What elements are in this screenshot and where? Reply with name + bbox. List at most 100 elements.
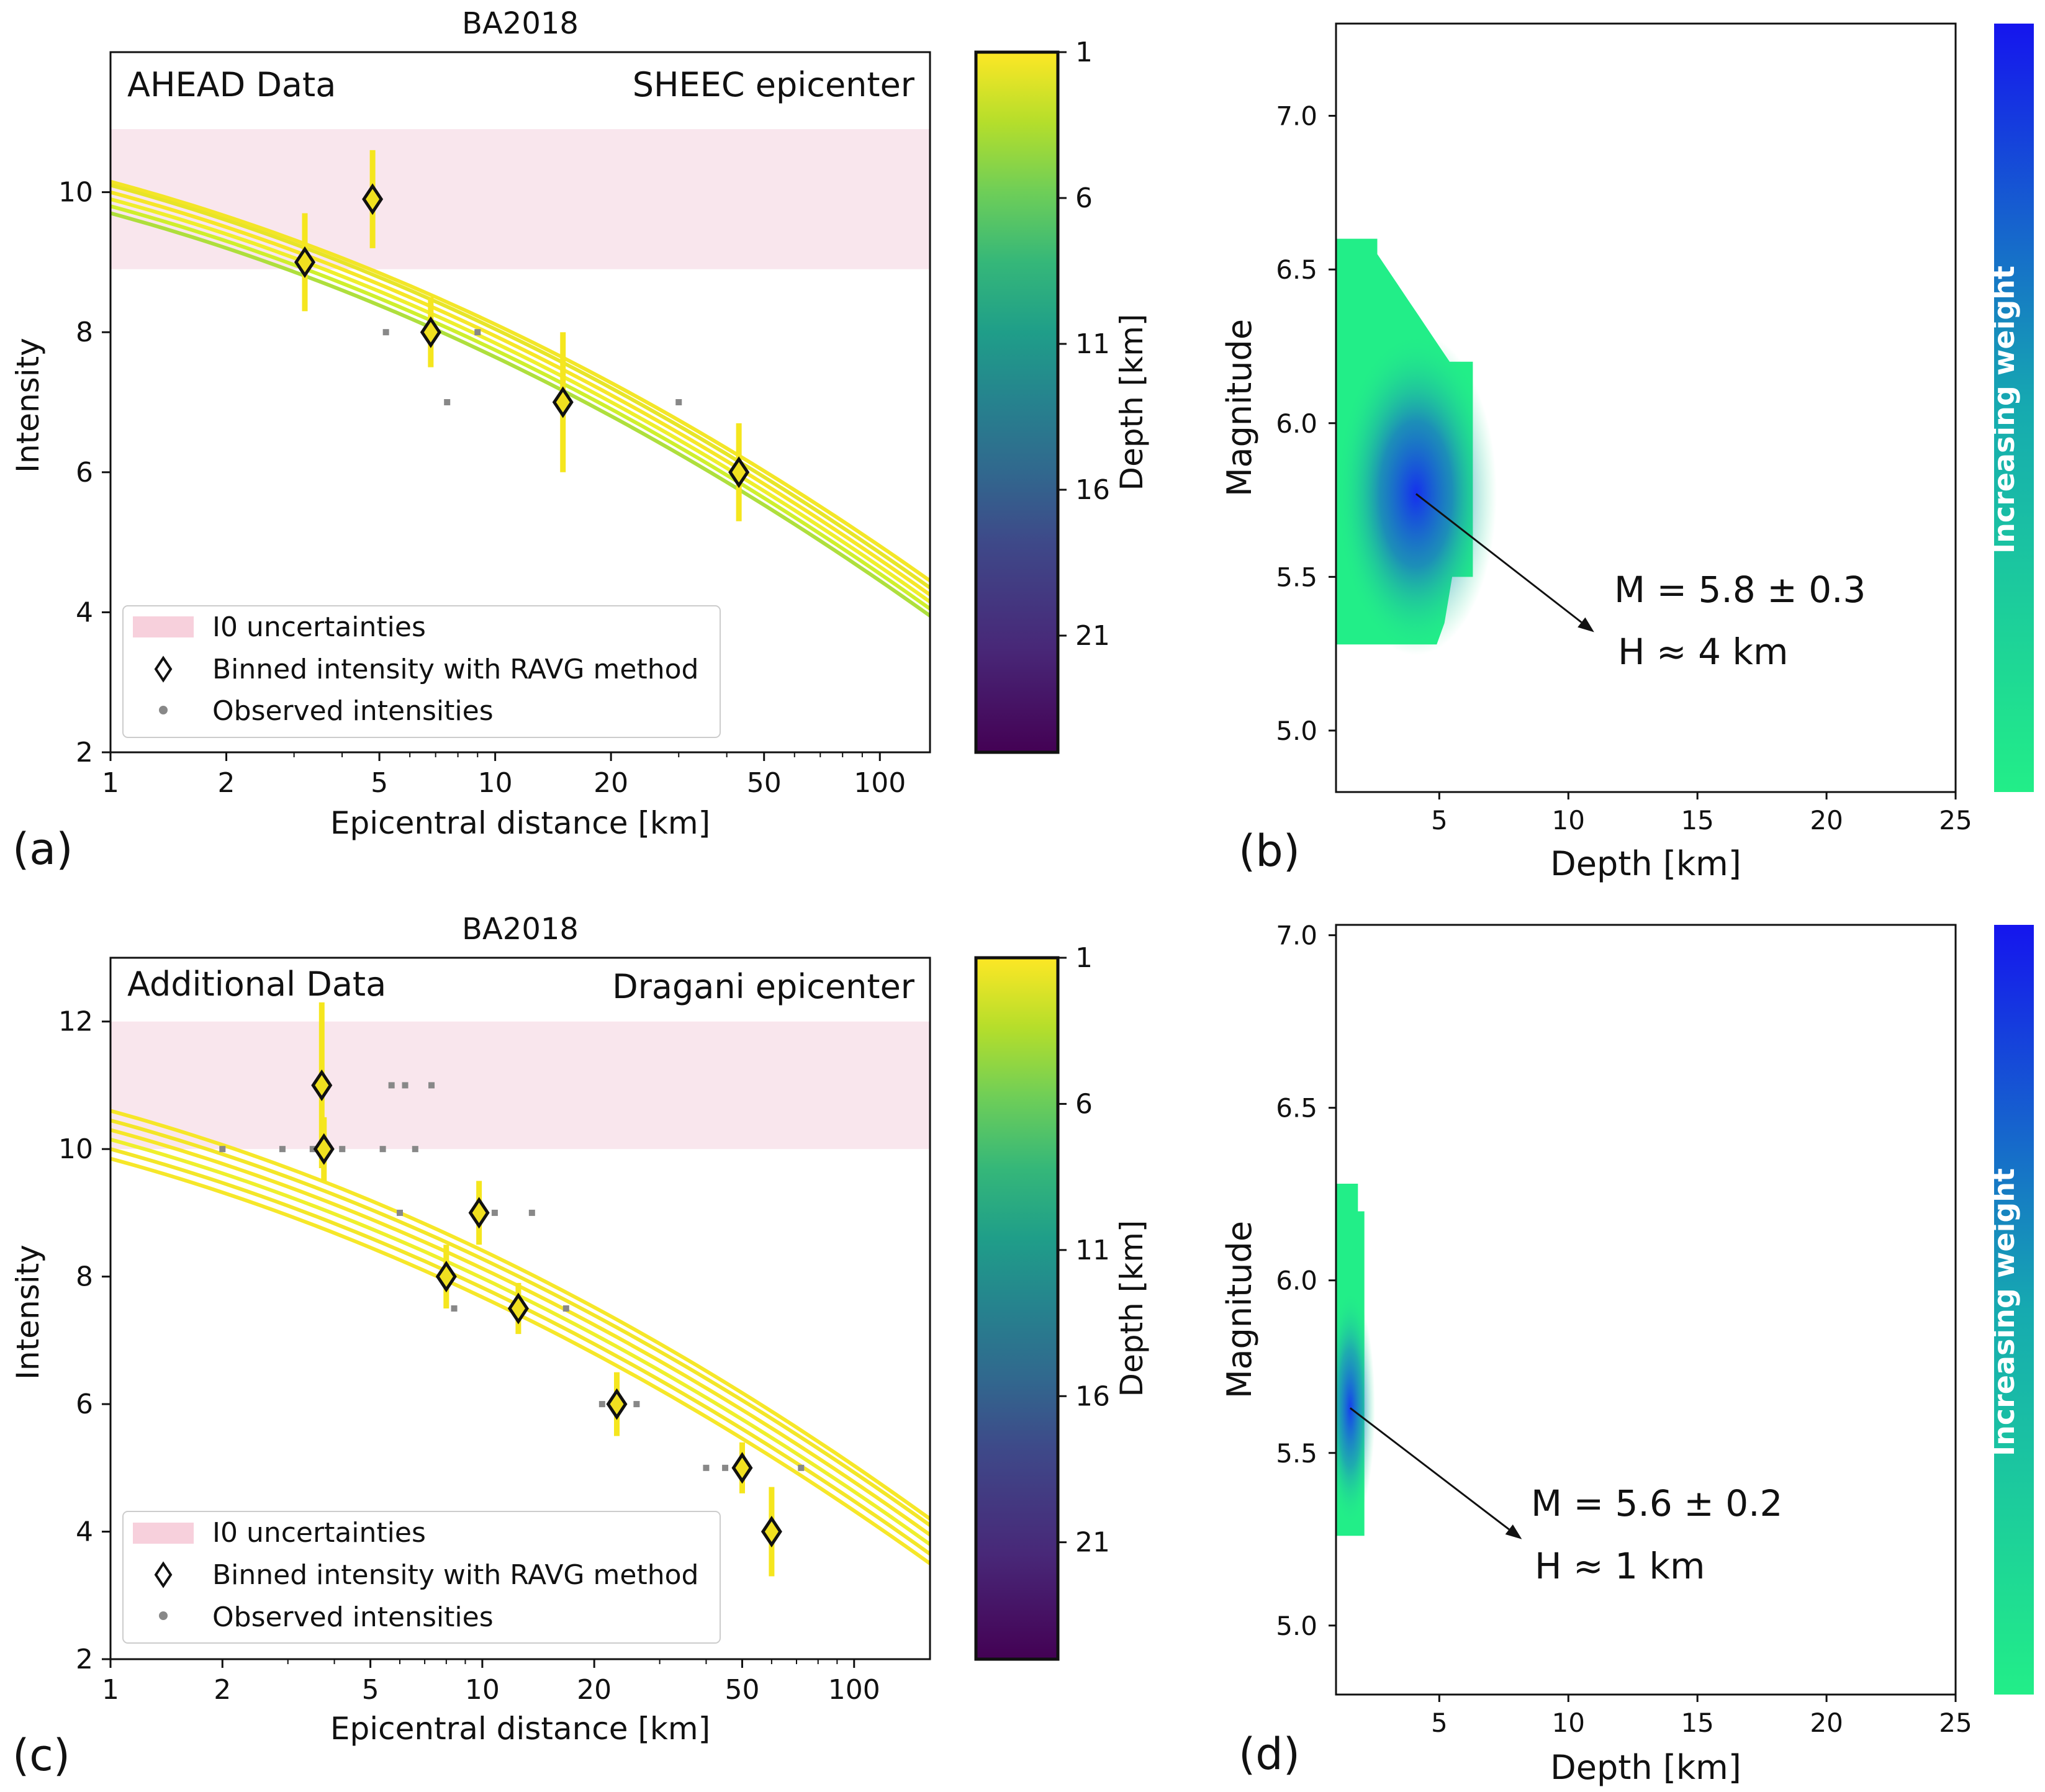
- c-fit-curve-4: [111, 1119, 930, 1527]
- panel-c-plot-area: [111, 1002, 930, 1577]
- panel-b-colorbar-fill: [1994, 24, 2034, 792]
- panel-b-axes-frame: [1335, 22, 1957, 793]
- a-observed-point-3: [675, 399, 682, 405]
- c-binned-diamond-3: [468, 1197, 490, 1229]
- panel-a-plot-area: [111, 129, 930, 618]
- c-xtick-label-5: 50: [725, 1674, 759, 1706]
- panel-d-arrowhead: [1505, 1524, 1522, 1539]
- panel-d-arrow: [1349, 1407, 1510, 1531]
- c-observed-point-3: [339, 1146, 346, 1153]
- a-observed-point-1: [444, 399, 451, 405]
- c-binned-diamond-1: [313, 1133, 335, 1165]
- a-ytick-label-3: 8: [76, 317, 93, 348]
- a-binned-point-4: [728, 423, 750, 521]
- c-xtick-label-3: 10: [465, 1674, 500, 1706]
- a-fit-curve-5: [111, 179, 930, 583]
- panel-a-legend-band-swatch: [133, 616, 194, 637]
- b-ytick-label-1: 5.5: [1276, 562, 1317, 592]
- panel-b-plot-area: [1336, 238, 1497, 655]
- c-cbtick-label-2: 11: [1075, 1235, 1110, 1266]
- c-observed-point-13: [562, 1305, 569, 1312]
- panel-a-binned-points: [294, 150, 750, 521]
- d-xtick-label-3: 20: [1810, 1708, 1843, 1738]
- c-observed-point-2: [309, 1146, 316, 1153]
- c-binned-point-7: [761, 1487, 782, 1577]
- panel-b-colorbar-label: Increasing weight: [1987, 266, 2021, 554]
- b-ytick-label-4: 7.0: [1276, 101, 1317, 132]
- c-ytick-label-0: 2: [76, 1644, 93, 1675]
- a-xtick-label-0: 1: [102, 767, 119, 799]
- d-ytick-label-0: 5.0: [1276, 1611, 1317, 1641]
- a-ytick-label-4: 10: [58, 177, 93, 209]
- panel-a-axes-frame: [109, 51, 931, 754]
- c-fit-curve-5: [111, 1109, 930, 1521]
- panel-d-y-ticks: 5.0 5.5 6.0 6.5 7.0: [1276, 921, 1336, 1641]
- panel-a-colorbar-label: Depth [km]: [1114, 314, 1150, 491]
- panel-c-colorbar-label: Depth [km]: [1114, 1220, 1150, 1397]
- a-xtick-label-2: 5: [371, 767, 388, 799]
- panel-c-legend-band-swatch: [133, 1523, 194, 1544]
- panel-a-corner-left: AHEAD Data: [127, 65, 336, 104]
- c-xtick-label-1: 2: [214, 1674, 231, 1706]
- b-xtick-label-2: 15: [1681, 805, 1713, 835]
- c-binned-diamond-2: [435, 1261, 457, 1293]
- a-binned-diamond-3: [552, 386, 574, 418]
- panel-a-x-ticks: 1 2 5 10 20 50 100: [102, 752, 906, 799]
- c-ytick-label-2: 6: [76, 1389, 93, 1420]
- panel-d-colorbar: Increasing weight: [1987, 925, 2034, 1695]
- d-ytick-label-3: 6.5: [1276, 1093, 1317, 1123]
- a-binned-point-1: [362, 150, 384, 248]
- c-observed-point-17: [722, 1464, 729, 1471]
- a-fit-curve-1: [111, 204, 930, 611]
- a-observed-point-0: [382, 329, 389, 336]
- c-binned-point-2: [435, 1245, 457, 1308]
- panel-a-title: BA2018: [462, 6, 579, 41]
- c-binned-point-4: [507, 1282, 529, 1335]
- panel-d-annotation-magnitude: M = 5.6 ± 0.2: [1531, 1482, 1782, 1524]
- panel-c-corner-right: Dragani epicenter: [612, 967, 915, 1006]
- panel-d-plot-area: [1336, 1184, 1375, 1536]
- panel-b-y-label: Magnitude: [1220, 319, 1259, 497]
- panel-a-legend-diamond-icon: [154, 655, 173, 683]
- a-binned-diamond-1: [362, 183, 384, 215]
- a-binned-point-0: [294, 213, 316, 312]
- panel-d-peak-zone: [1336, 1290, 1375, 1526]
- a-observed-point-2: [474, 329, 481, 336]
- a-xtick-label-5: 50: [747, 767, 782, 799]
- panel-c-legend-box: [122, 1511, 721, 1644]
- panel-c-binned-points: [311, 1002, 782, 1577]
- a-cbtick-label-2: 11: [1075, 328, 1110, 360]
- c-observed-point-12: [451, 1305, 458, 1312]
- c-observed-point-18: [798, 1464, 805, 1471]
- a-xtick-label-6: 100: [854, 767, 906, 799]
- c-ytick-label-5: 12: [58, 1006, 93, 1038]
- c-ytick-label-1: 4: [76, 1516, 93, 1548]
- d-ytick-label-4: 7.0: [1276, 921, 1317, 951]
- c-xtick-label-2: 5: [362, 1674, 379, 1706]
- c-cbtick-label-1: 6: [1075, 1088, 1093, 1120]
- d-ytick-label-1: 5.5: [1276, 1438, 1317, 1469]
- panel-c-y-ticks: 2 4 6 8 10 12: [58, 1006, 111, 1675]
- b-xtick-label-0: 5: [1431, 805, 1448, 835]
- c-xtick-label-6: 100: [828, 1674, 880, 1706]
- c-xtick-label-0: 1: [102, 1674, 119, 1706]
- panel-c-axes-frame: [109, 957, 931, 1660]
- c-observed-point-9: [397, 1209, 404, 1216]
- panel-a-y-label: Intensity: [10, 338, 46, 473]
- panel-a-fit-curves: [111, 179, 930, 618]
- panel-a-y-ticks: 2 4 6 8 10: [58, 177, 111, 768]
- d-ytick-label-2: 6.0: [1276, 1266, 1317, 1296]
- c-cbtick-label-3: 16: [1075, 1380, 1110, 1412]
- panel-b: 5 10 15 20 25 5.05.56.06.57.0 M = 5.8 ± 0.3 …: [1220, 22, 1972, 883]
- d-xtick-label-4: 25: [1939, 1708, 1972, 1738]
- c-observed-point-1: [279, 1146, 286, 1153]
- panel-b-annotation-magnitude: M = 5.8 ± 0.3: [1614, 569, 1866, 611]
- c-observed-point-7: [402, 1082, 409, 1089]
- a-binned-diamond-0: [294, 246, 316, 278]
- panel-a-legend-entry-binned: Binned intensity with RAVG method: [212, 654, 698, 685]
